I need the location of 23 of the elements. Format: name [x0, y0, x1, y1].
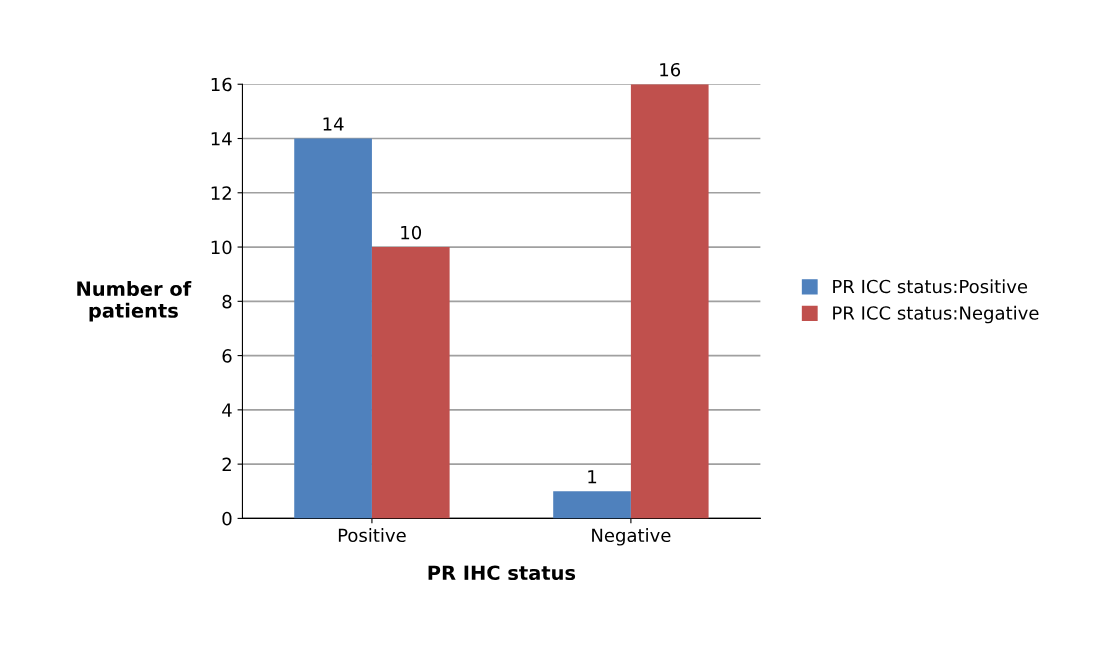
y-tick-label: 2: [222, 457, 231, 471]
bar: [294, 138, 372, 519]
bar: [371, 247, 450, 519]
y-tick-label: 16: [211, 77, 232, 92]
data-label: 14: [323, 117, 344, 131]
y-axis-title: Number of patients: [77, 281, 192, 322]
legend-label: PR ICC status:Positive: [833, 279, 1028, 294]
y-tick-label: 4: [222, 403, 232, 417]
y-tick-label: 8: [222, 294, 232, 309]
legend-label: PR ICC status:Negative: [833, 305, 1039, 324]
x-axis-title: PR IHC status: [428, 565, 576, 581]
bar: [553, 491, 631, 519]
y-tick-label: 10: [211, 240, 232, 255]
y-tick-label: 14: [211, 132, 232, 146]
x-tick-label: Negative: [592, 528, 671, 546]
y-tick-label: 12: [211, 186, 231, 200]
x-tick-label: Positive: [338, 528, 406, 543]
y-tick-label: 0: [222, 511, 232, 526]
data-label: 1: [588, 470, 597, 484]
y-tick-label: 6: [222, 349, 232, 363]
data-label: 10: [401, 225, 422, 240]
data-label: 16: [660, 62, 681, 77]
bar: [630, 84, 709, 519]
